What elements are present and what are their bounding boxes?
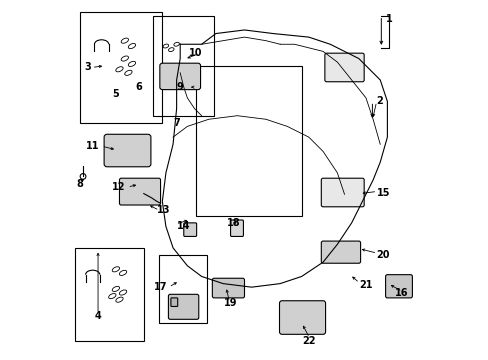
FancyBboxPatch shape xyxy=(183,223,196,237)
Bar xyxy=(75,248,144,341)
Text: 12: 12 xyxy=(112,182,125,192)
Text: 9: 9 xyxy=(176,82,183,92)
FancyBboxPatch shape xyxy=(168,294,198,319)
FancyBboxPatch shape xyxy=(160,63,200,90)
Text: 3: 3 xyxy=(84,63,91,72)
FancyBboxPatch shape xyxy=(171,298,177,306)
Text: 22: 22 xyxy=(302,336,315,346)
Text: 16: 16 xyxy=(394,288,407,297)
Text: 20: 20 xyxy=(376,250,389,260)
FancyBboxPatch shape xyxy=(119,178,160,205)
FancyBboxPatch shape xyxy=(104,134,151,167)
Text: 8: 8 xyxy=(77,179,83,189)
Text: 15: 15 xyxy=(376,188,389,198)
Bar xyxy=(80,12,162,123)
FancyBboxPatch shape xyxy=(321,241,360,263)
Text: 17: 17 xyxy=(154,282,167,292)
Text: 11: 11 xyxy=(86,141,100,151)
FancyBboxPatch shape xyxy=(279,301,325,334)
Text: 4: 4 xyxy=(95,311,101,321)
Text: 2: 2 xyxy=(376,96,383,107)
Text: 18: 18 xyxy=(226,218,240,228)
FancyBboxPatch shape xyxy=(212,278,244,298)
Text: 14: 14 xyxy=(176,221,190,231)
Text: 10: 10 xyxy=(189,48,202,58)
FancyBboxPatch shape xyxy=(324,53,364,82)
Text: 19: 19 xyxy=(223,298,237,308)
Text: 6: 6 xyxy=(136,82,142,92)
FancyBboxPatch shape xyxy=(230,220,243,237)
Text: 5: 5 xyxy=(112,89,119,99)
Text: 1: 1 xyxy=(385,14,391,24)
FancyBboxPatch shape xyxy=(321,178,364,207)
Text: 13: 13 xyxy=(157,205,170,215)
FancyBboxPatch shape xyxy=(385,275,411,298)
Bar xyxy=(196,66,301,216)
Bar xyxy=(153,16,214,116)
Text: 7: 7 xyxy=(173,118,180,128)
Text: 21: 21 xyxy=(358,280,371,291)
Bar xyxy=(159,255,206,323)
